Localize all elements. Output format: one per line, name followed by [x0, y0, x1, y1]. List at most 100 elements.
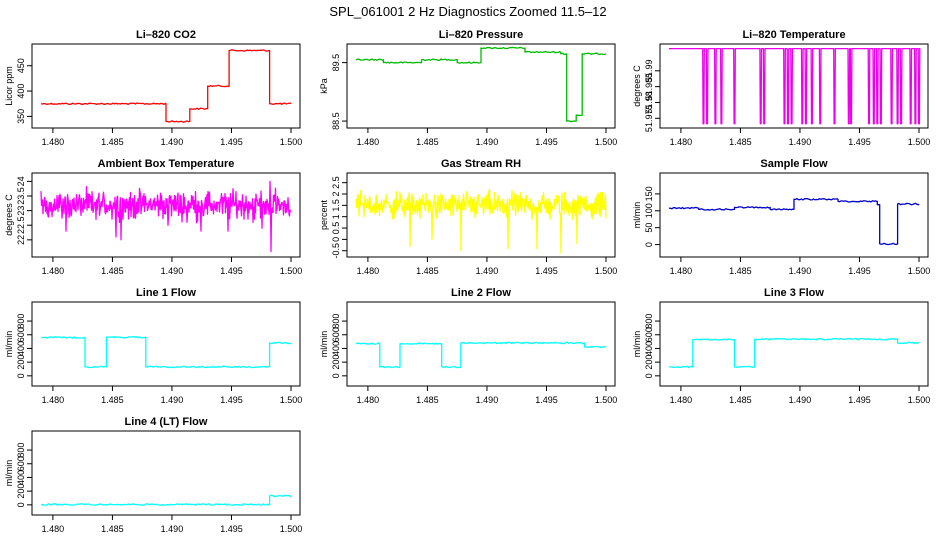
plot-frame — [346, 43, 616, 129]
x-tick-label: 1.495 — [220, 524, 243, 534]
y-axis-label: ml/min — [4, 331, 14, 358]
panel-title: Gas Stream RH — [441, 158, 521, 170]
panel-title: Line 4 (LT) Flow — [125, 416, 208, 428]
x-tick-label: 1.500 — [280, 395, 303, 405]
plot-frame — [659, 301, 929, 387]
y-tick-label: 1 — [331, 214, 341, 219]
x-tick-label: 1.495 — [220, 266, 243, 276]
y-tick-label: 800 — [16, 314, 26, 329]
y-tick-label: 0 — [331, 373, 341, 378]
panel-box_temp: Ambient Box Temperature degrees C 1.480 1.4… — [4, 158, 302, 276]
y-tick-label: 200 — [16, 355, 26, 370]
x-tick-label: 1.490 — [476, 266, 499, 276]
x-tick-label: 1.480 — [670, 137, 693, 147]
y-tick-label: 600 — [16, 456, 26, 471]
x-tick-label: 1.495 — [535, 137, 558, 147]
plot-frame — [346, 301, 616, 387]
y-tick-label: 400 — [644, 341, 654, 356]
y-tick-label: 200 — [16, 484, 26, 499]
x-tick-label: 1.490 — [789, 137, 812, 147]
y-axis-label: ml/min — [319, 331, 329, 358]
y-tick-label: 600 — [16, 327, 26, 342]
x-tick-label: 1.490 — [161, 137, 184, 147]
y-tick-label: 51.98 — [644, 91, 654, 114]
x-tick-label: 1.490 — [789, 395, 812, 405]
y-tick-label: 800 — [331, 314, 341, 329]
plot-frame — [31, 301, 301, 387]
y-tick-label: 23.5 — [16, 187, 26, 205]
x-tick-label: 1.500 — [280, 266, 303, 276]
series-line-line4 — [40, 494, 292, 506]
x-tick-label: 1.495 — [220, 137, 243, 147]
x-tick-label: 1.495 — [220, 395, 243, 405]
series-line-sample_flow — [668, 197, 920, 246]
x-tick-label: 1.495 — [848, 395, 871, 405]
y-tick-label: 600 — [331, 327, 341, 342]
y-tick-label: 88.5 — [331, 112, 341, 130]
y-tick-label: 22.5 — [16, 216, 26, 234]
y-tick-label: 50 — [644, 223, 654, 233]
plot-frame — [31, 430, 301, 516]
y-tick-label: 0 — [644, 242, 654, 247]
panel-title: Line 2 Flow — [451, 287, 511, 299]
x-tick-label: 1.500 — [595, 266, 618, 276]
y-axis-label: degrees C — [4, 194, 14, 236]
y-axis-label: Licor ppm — [4, 66, 14, 106]
panel-title: Sample Flow — [760, 158, 828, 170]
y-tick-label: 51.99 — [644, 60, 654, 83]
x-tick-label: 1.485 — [101, 137, 124, 147]
x-tick-label: 1.495 — [848, 137, 871, 147]
plot-frame — [31, 43, 301, 129]
x-tick-label: 1.495 — [848, 266, 871, 276]
panel-line3: Line 3 Flow ml/min 1.480 1.485 1.490 1.495 1.5… — [632, 287, 930, 405]
y-tick-label: 1.5 — [331, 199, 341, 212]
figure-title: SPL_061001 2 Hz Diagnostics Zoomed 11.5–… — [329, 4, 606, 19]
panel-title: Ambient Box Temperature — [98, 158, 235, 170]
x-tick-label: 1.485 — [416, 266, 439, 276]
series-line-co2 — [40, 49, 292, 123]
y-tick-label: 200 — [331, 355, 341, 370]
y-tick-label: 51.975 — [644, 105, 654, 133]
y-tick-label: 0 — [16, 502, 26, 507]
y-axis-label: percent — [319, 199, 329, 230]
x-tick-label: 1.485 — [729, 395, 752, 405]
x-tick-label: 1.500 — [595, 395, 618, 405]
panel-line4: Line 4 (LT) Flow ml/min 1.480 1.485 1.490 1.4… — [4, 416, 302, 534]
x-tick-label: 1.485 — [416, 137, 439, 147]
x-tick-label: 1.500 — [908, 395, 931, 405]
x-tick-label: 1.490 — [476, 137, 499, 147]
plot-frame — [659, 43, 929, 129]
series-line-pressure — [355, 46, 607, 123]
x-tick-label: 1.500 — [595, 137, 618, 147]
y-tick-label: 2.5 — [331, 176, 341, 189]
y-tick-label: 0 — [331, 237, 341, 242]
x-tick-label: 1.485 — [101, 395, 124, 405]
y-tick-label: 0 — [16, 373, 26, 378]
y-axis-label: ml/min — [4, 460, 14, 487]
x-tick-label: 1.480 — [357, 395, 380, 405]
y-tick-label: 400 — [16, 470, 26, 485]
y-tick-label: 400 — [331, 341, 341, 356]
plot-frame — [31, 172, 301, 258]
x-tick-label: 1.490 — [789, 266, 812, 276]
panel-line2: Line 2 Flow ml/min 1.480 1.485 1.490 1.495 1.5… — [319, 287, 617, 405]
x-tick-label: 1.480 — [670, 395, 693, 405]
x-tick-label: 1.490 — [161, 266, 184, 276]
x-tick-label: 1.480 — [42, 266, 65, 276]
y-axis-label: ml/min — [632, 331, 642, 358]
x-tick-label: 1.485 — [101, 524, 124, 534]
plot-frame — [659, 172, 929, 258]
series-line-line3 — [668, 337, 920, 369]
panel-line1: Line 1 Flow ml/min 1.480 1.485 1.490 1.495 1.5… — [4, 287, 302, 405]
x-tick-label: 1.495 — [535, 266, 558, 276]
y-tick-label: 400 — [16, 84, 26, 99]
x-tick-label: 1.495 — [535, 395, 558, 405]
panel-rh: Gas Stream RH percent 1.480 1.485 1.490 1.495… — [319, 158, 617, 276]
x-tick-label: 1.500 — [908, 137, 931, 147]
y-tick-label: 200 — [644, 355, 654, 370]
y-tick-label: 23 — [16, 206, 26, 216]
y-tick-label: 800 — [644, 314, 654, 329]
series-line-rh — [355, 188, 607, 254]
panel-pressure: Li–820 Pressure kPa 1.480 1.485 1.490 1.495 1.… — [319, 29, 617, 147]
panel-title: Li–820 CO2 — [136, 29, 196, 41]
